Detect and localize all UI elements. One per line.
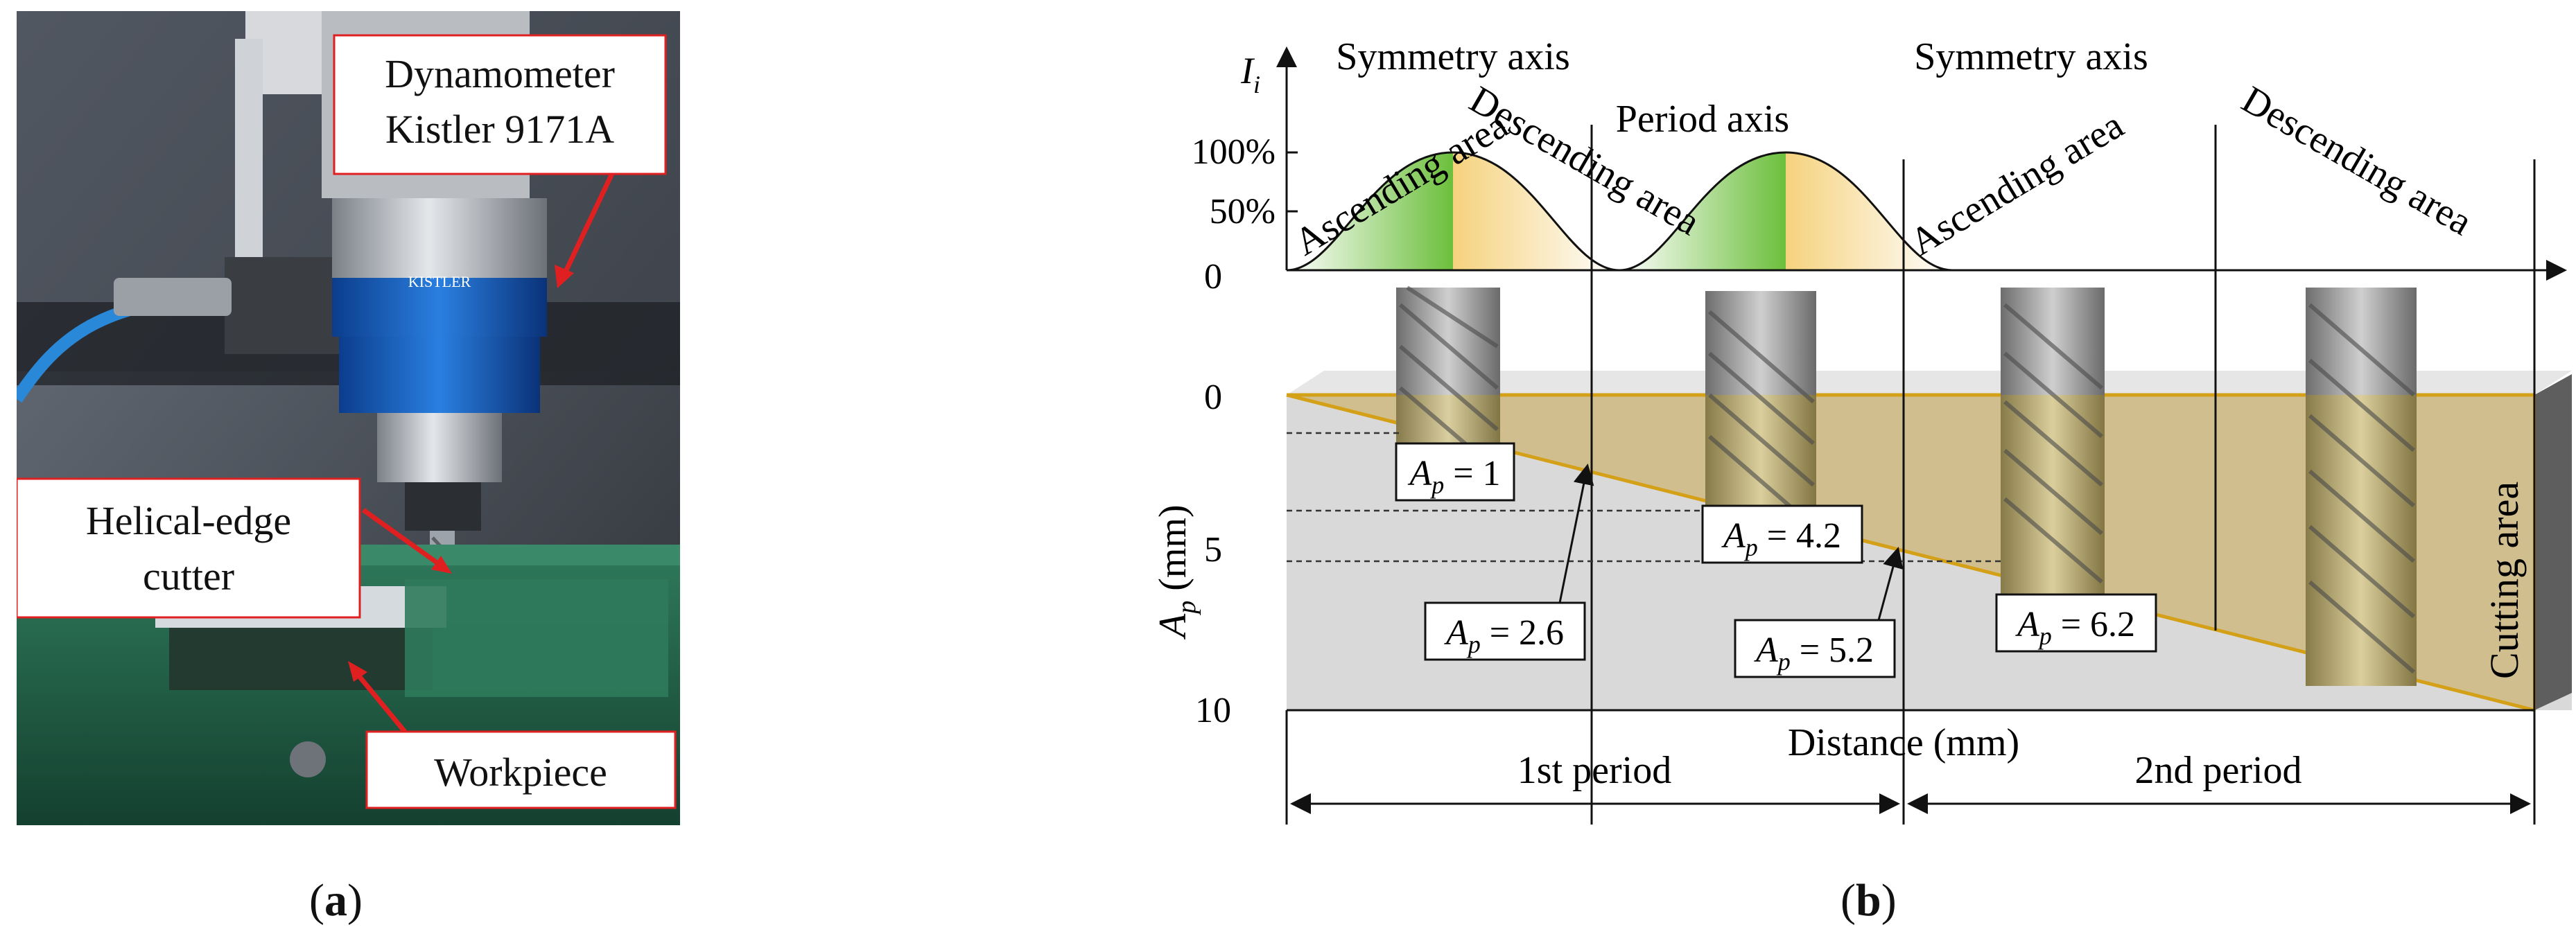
period-axis-label: Period axis — [1616, 98, 1789, 141]
symmetry-axis-label-2: Symmetry axis — [1914, 35, 2148, 78]
callout-dynamometer — [333, 34, 667, 175]
ap-box-1 — [1395, 442, 1515, 502]
intensity-axis-label: Ii — [1240, 50, 1260, 98]
distance-axis-label: Distance (mm) — [1788, 721, 2019, 764]
period-1-label: 1st period — [1517, 749, 1671, 792]
callout-cutter-line2: cutter — [143, 554, 234, 599]
dynamometer-body — [332, 198, 547, 281]
tick-zero: 0 — [1204, 257, 1222, 297]
arrow-cutter — [361, 508, 443, 567]
cutting-area-label: Cutting area — [2482, 482, 2527, 679]
descending-area-2-fill — [1786, 152, 1952, 270]
brand-label: KISTLER — [408, 273, 471, 290]
tool-holder — [377, 413, 502, 482]
ap-box-2 — [1701, 504, 1863, 564]
ap-label-3: Ap = 2.6 — [1444, 613, 1564, 658]
ap-label-2: Ap = 4.2 — [1721, 516, 1841, 561]
ap-label-1: Ap = 1 — [1407, 454, 1500, 499]
arrow-workpiece — [354, 671, 407, 734]
cutter-3 — [2001, 288, 2105, 606]
cutter-4 — [2306, 288, 2417, 686]
caption-b: (b) — [1840, 875, 1897, 926]
ascending-area-label-2: Ascending area — [1903, 103, 2131, 264]
photo-illustration: KISTLER Dynamometer Kistler 9171A Helica… — [17, 11, 680, 825]
experiment-photo: KISTLER Dynamometer Kistler 9171A Helica… — [17, 11, 680, 825]
dynamometer-ring — [332, 278, 547, 337]
ascending-area-2-fill — [1619, 152, 1786, 270]
callout-cutter-line1: Helical-edge — [86, 498, 291, 543]
ascending-area-1-fill — [1287, 152, 1453, 270]
descending-area-1-fill — [1453, 152, 1619, 270]
collet-nut — [405, 482, 481, 531]
ap-box-5 — [1995, 593, 2157, 653]
tick-100-percent: 100% — [1192, 132, 1276, 172]
cutting-zone-side — [2534, 374, 2572, 710]
depth-tick-0: 0 — [1204, 378, 1222, 417]
ap-label-4: Ap = 5.2 — [1754, 631, 1874, 676]
depth-tick-10: 10 — [1195, 691, 1231, 730]
callout-dynamometer-line1: Dynamometer — [385, 51, 615, 96]
callout-cutter — [17, 477, 361, 619]
ap-arrow-3 — [1558, 464, 1594, 603]
ap-box-4 — [1734, 619, 1896, 678]
symmetry-axis-label-1: Symmetry axis — [1336, 35, 1570, 78]
ap-label-5: Ap = 6.2 — [2015, 605, 2135, 650]
callout-workpiece — [365, 730, 677, 809]
depth-tick-5: 5 — [1204, 530, 1222, 570]
ap-arrow-4 — [1877, 547, 1904, 621]
caption-a: (a) — [309, 875, 363, 926]
depth-axis-label: Ap (mm) — [1151, 504, 1201, 640]
cutting-depth-diagram: Ii 100% 50% 0 Symmetry axis Symmetry axi… — [1151, 35, 2572, 825]
callout-workpiece-label: Workpiece — [434, 750, 607, 795]
tick-50-percent: 50% — [1210, 192, 1276, 231]
ap-box-3 — [1424, 601, 1586, 661]
descending-area-label-2: Descending area — [2235, 78, 2480, 245]
cutter-2 — [1705, 291, 1816, 534]
callout-dynamometer-line2: Kistler 9171A — [385, 107, 614, 152]
period-2-label: 2nd period — [2134, 749, 2301, 792]
